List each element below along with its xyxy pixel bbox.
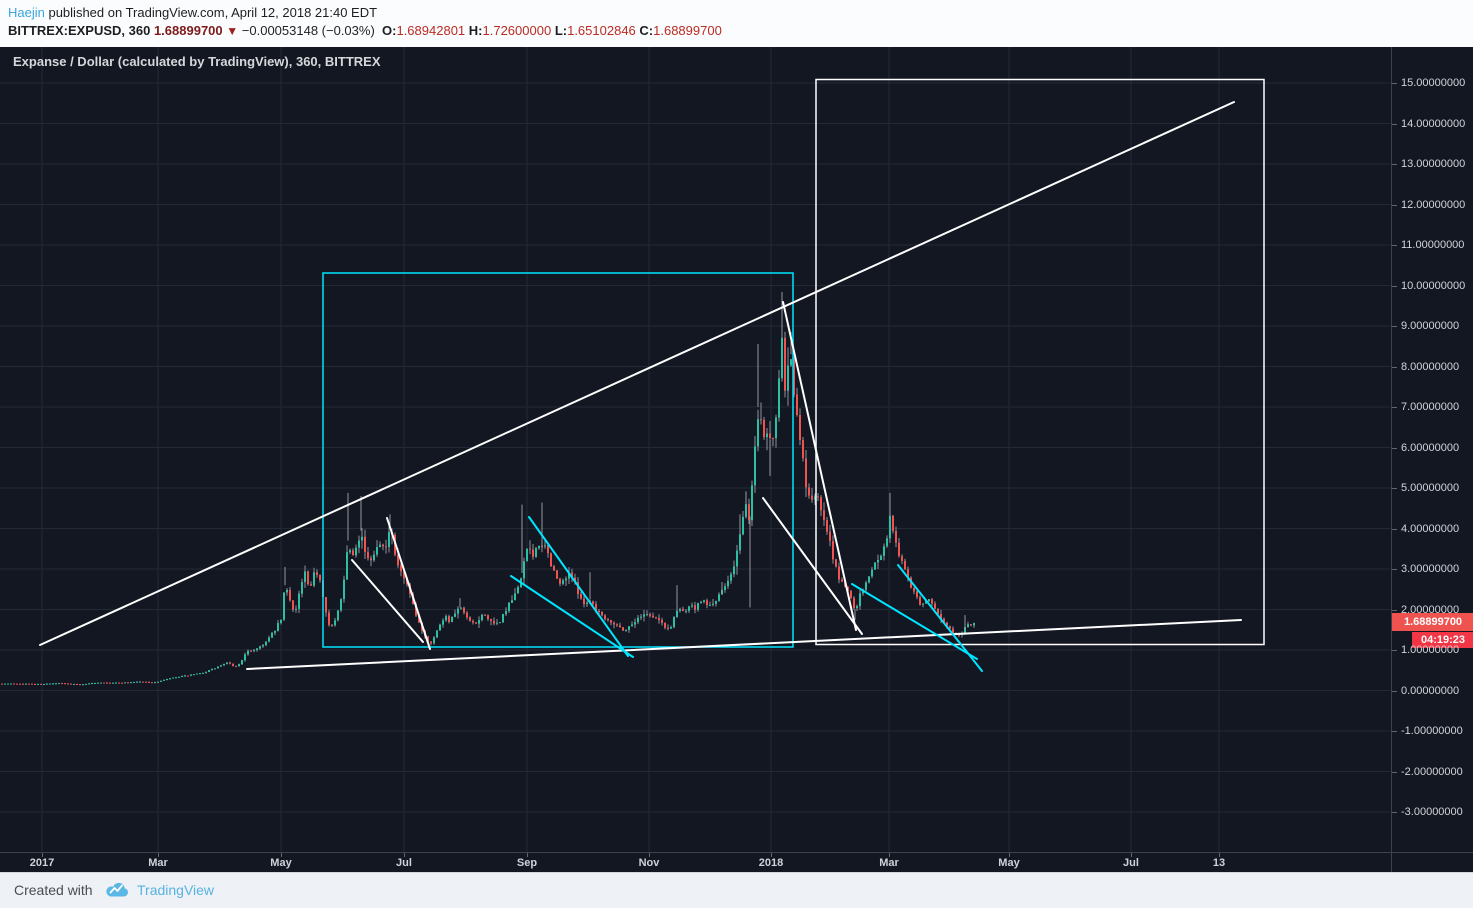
attribution-footer: Created with TradingView [0,872,1473,908]
bar-countdown-timer: 04:19:23 [1412,632,1473,649]
y-axis-tick-mark [1392,245,1397,246]
low-value: 1.65102846 [567,23,636,38]
x-axis-tick-mark [771,853,772,857]
y-axis-tick-mark [1392,285,1397,287]
byline-text: published on TradingView.com, April 12, … [44,5,378,20]
x-axis-tick-mark [889,853,890,857]
y-axis-tick-label: 7.00000000 [1401,401,1460,413]
open-value: 1.68942801 [396,23,466,38]
time-axis[interactable]: 2017 Mar May Jul Sep Nov 2018 Mar May Jul 13 [0,852,1391,873]
low-label: L: [554,23,568,38]
x-axis-tick-mark [649,853,650,857]
x-axis-tick-label: Mar [148,857,168,869]
tradingview-brand-link[interactable]: TradingView [137,882,215,898]
y-axis-tick-label: -2.00000000 [1401,765,1463,778]
x-axis-tick-label: Sep [516,857,538,869]
high-value: 1.72600000 [482,23,552,38]
high-label: H: [468,23,483,38]
axis-corner [1391,852,1473,873]
close-value: 1.68899700 [653,23,722,38]
y-axis-tick-label: 12.00000000 [1401,198,1466,211]
x-axis-tick-label: Nov [638,857,660,869]
y-axis-tick-label: 5.00000000 [1401,482,1460,494]
chart-legend-title[interactable]: Expanse / Dollar (calculated by TradingV… [13,54,381,69]
y-axis-tick-label: 13.00000000 [1401,158,1466,170]
x-axis-tick-mark [527,853,528,857]
y-axis-tick-mark [1392,650,1397,651]
created-with-text: Created with [14,882,93,898]
y-axis-tick-label: 15.00000000 [1401,77,1466,89]
price-change: −0.00053148 (−0.03%) [241,23,375,38]
x-axis-tick-label: Jul [396,857,412,869]
y-axis-tick-mark [1392,528,1397,530]
x-axis-tick-label: Jul [1123,857,1139,869]
y-axis-tick-mark [1392,731,1397,732]
y-axis-tick-label: 9.00000000 [1401,320,1460,332]
last-price: 1.68899700 [153,23,223,38]
x-axis-tick-label: 13 [1212,857,1226,869]
y-axis-tick-mark [1392,407,1397,408]
publication-byline: Haejin published on TradingView.com, Apr… [8,5,377,20]
x-axis-tick-label: 2018 [758,857,784,869]
y-axis-tick-mark [1392,690,1397,692]
x-axis-tick-mark [404,853,405,857]
close-label: C: [639,23,654,38]
y-axis-tick-mark [1392,609,1397,611]
y-axis-tick-mark [1392,812,1397,813]
author-link[interactable]: Haejin [8,5,45,20]
y-axis-tick-mark [1392,326,1397,327]
y-axis-tick-label: -3.00000000 [1401,806,1463,818]
y-axis-tick-label: 11.00000000 [1401,239,1465,251]
y-axis-tick-label: -1.00000000 [1401,725,1463,737]
symbol-info-bar: BITTREX:EXPUSD, 360 1.68899700 ▼ −0.0005… [8,23,722,38]
x-axis-tick-label: May [270,857,292,869]
publication-header: Haejin published on TradingView.com, Apr… [0,0,1473,47]
x-axis-tick-label: May [998,857,1020,869]
y-axis-tick-mark [1392,164,1397,165]
x-axis-tick-mark [42,853,43,857]
x-axis-tick-mark [1219,853,1220,857]
y-axis-tick-mark [1392,366,1397,368]
open-label: O: [382,23,397,38]
y-axis-tick-mark [1392,83,1397,84]
price-axis[interactable]: 1.68899700 04:19:23 15.00000000 14.000000… [1391,47,1473,852]
y-axis-tick-mark [1392,488,1397,489]
candlestick-chart[interactable] [0,47,1391,852]
y-axis-tick-label: 1.00000000 [1401,644,1460,656]
chart-canvas[interactable]: Expanse / Dollar (calculated by TradingV… [0,47,1391,852]
y-axis-tick-label: 3.00000000 [1401,563,1460,575]
x-axis-tick-mark [281,853,282,857]
y-axis-tick-mark [1392,447,1397,449]
last-price-axis-label: 1.68899700 [1392,613,1473,632]
y-axis-tick-label: 14.00000000 [1401,117,1466,130]
y-axis-tick-label: 8.00000000 [1401,360,1460,373]
y-axis-tick-mark [1392,771,1397,773]
x-axis-tick-label: 2017 [29,857,55,869]
y-axis-tick-label: 4.00000000 [1401,522,1460,535]
y-axis-tick-label: 0.00000000 [1401,684,1460,697]
y-axis-tick-mark [1392,204,1397,206]
x-axis-tick-mark [1131,853,1132,857]
x-axis-tick-mark [158,853,159,857]
down-arrow-icon: ▼ [226,24,239,38]
y-axis-tick-mark [1392,123,1397,125]
x-axis-tick-label: Mar [879,857,899,869]
y-axis-tick-label: 10.00000000 [1401,279,1466,292]
symbol-name: BITTREX:EXPUSD, 360 [8,23,151,38]
x-axis-tick-mark [1009,853,1010,857]
y-axis-tick-label: 2.00000000 [1401,603,1460,616]
y-axis-tick-mark [1392,569,1397,570]
tradingview-logo-icon[interactable] [105,880,131,904]
y-axis-tick-label: 6.00000000 [1401,441,1460,454]
